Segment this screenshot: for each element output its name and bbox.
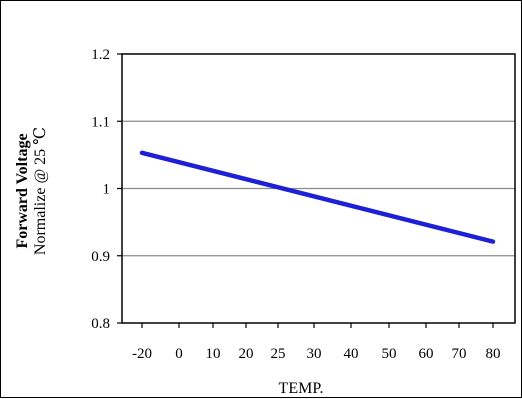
x-tick-label: 50 [382, 346, 397, 362]
x-tick-label: 30 [307, 346, 322, 362]
y-axis-label: Forward Voltage [14, 133, 31, 248]
x-tick-label: 10 [206, 346, 221, 362]
series-line [139, 150, 496, 244]
y-tick-label: 1 [103, 182, 111, 198]
x-tick-label: 80 [486, 346, 501, 362]
x-tick-label: 70 [452, 346, 467, 362]
x-tick-label: 40 [344, 346, 359, 362]
x-axis: -20 0 10 20 25 30 40 50 60 70 80 [132, 323, 501, 362]
x-axis-label: TEMP. [279, 380, 324, 397]
y-tick-label: 1.1 [91, 114, 110, 130]
x-tick-label: 60 [419, 346, 434, 362]
x-tick-label: -20 [132, 346, 152, 362]
y-tick-label: 0.9 [91, 249, 110, 265]
x-tick-label: 25 [271, 346, 286, 362]
y-axis: 0.8 0.9 1 1.1 1.2 [91, 47, 122, 332]
x-tick-label: 0 [175, 346, 183, 362]
grid-lines [122, 120, 515, 257]
series-group [139, 150, 496, 244]
x-tick-label: 20 [239, 346, 254, 362]
y-axis-sublabel: Normalize @ 25 ℃ [32, 127, 49, 255]
y-tick-label: 1.2 [91, 47, 110, 63]
y-axis-sublabel-group: Normalize @ 25 ℃ [32, 127, 49, 255]
y-axis-label-group: Forward Voltage [14, 133, 31, 248]
y-tick-label: 0.8 [91, 316, 110, 332]
